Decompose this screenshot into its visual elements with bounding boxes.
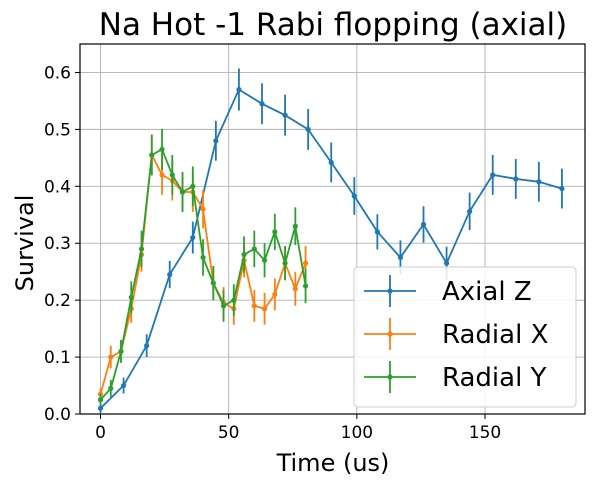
series-layer — [97, 68, 565, 413]
data-point — [200, 254, 206, 261]
data-point — [261, 257, 268, 263]
data-point — [200, 206, 206, 212]
y-tick-label: 0.3 — [44, 234, 71, 254]
legend-label: Radial X — [442, 320, 548, 350]
data-point — [261, 306, 268, 312]
data-point — [138, 246, 145, 252]
data-point — [292, 286, 298, 292]
y-tick-label: 0.0 — [44, 405, 71, 425]
data-point — [305, 126, 311, 132]
y-tick-label: 0.6 — [44, 63, 71, 83]
y-axis-title: Survival — [11, 195, 39, 292]
data-point — [443, 260, 450, 266]
y-tick-label: 0.1 — [44, 348, 71, 368]
x-tick-label: 50 — [218, 423, 240, 443]
legend-item: Radial Y — [364, 361, 547, 393]
data-point — [179, 189, 186, 195]
data-point — [159, 172, 165, 178]
data-point — [231, 297, 237, 303]
data-point — [272, 229, 278, 235]
grid-lines — [80, 44, 585, 415]
legend-marker — [387, 331, 393, 337]
data-point — [513, 176, 519, 182]
x-tick-label: 0 — [95, 423, 106, 443]
data-point — [108, 385, 114, 391]
data-point — [144, 343, 150, 349]
data-point — [251, 303, 257, 309]
data-point — [259, 101, 265, 107]
data-point — [169, 172, 175, 178]
chart-title: Na Hot -1 Rabi flopping (axial) — [99, 7, 567, 43]
data-point — [467, 208, 473, 214]
legend-marker — [387, 374, 393, 380]
data-point — [149, 152, 155, 158]
data-point — [302, 260, 309, 266]
data-point — [351, 193, 357, 199]
data-point — [241, 252, 247, 258]
y-tick-label: 0.4 — [44, 177, 71, 197]
y-tick-label: 0.2 — [44, 291, 71, 311]
data-point — [118, 348, 124, 354]
plot-frame — [79, 43, 586, 415]
legend-marker — [387, 288, 393, 294]
legend-label: Axial Z — [442, 277, 532, 307]
data-point — [128, 294, 134, 300]
series-radial-y — [97, 128, 309, 406]
data-point — [210, 280, 216, 286]
data-point — [559, 185, 565, 192]
y-tick-label: 0.5 — [44, 120, 71, 140]
data-point — [220, 303, 227, 309]
legend-item: Radial X — [364, 318, 548, 350]
x-axis-title: Time (us) — [276, 449, 390, 477]
data-point — [374, 229, 380, 235]
data-point — [108, 354, 114, 360]
axis-ticks: 0 50 100 150 0.0 0.1 0.2 0.3 0.4 0.5 0.6 — [44, 63, 501, 443]
data-point — [420, 221, 427, 228]
data-point — [490, 172, 496, 178]
data-point — [251, 246, 257, 252]
data-point — [272, 291, 278, 298]
data-point — [167, 271, 173, 278]
data-point — [213, 138, 219, 144]
legend-item: Axial Z — [364, 275, 532, 307]
data-point — [190, 234, 196, 241]
data-point — [397, 254, 404, 261]
data-point — [190, 183, 196, 189]
legend-label: Radial Y — [442, 363, 547, 393]
data-point — [282, 260, 288, 266]
data-point — [292, 223, 298, 229]
data-point — [328, 159, 334, 165]
data-point — [536, 179, 542, 185]
data-point — [159, 146, 165, 152]
data-point — [120, 382, 127, 389]
data-point — [97, 405, 104, 411]
data-point — [282, 112, 288, 118]
data-point — [302, 283, 309, 289]
legend-box — [353, 266, 577, 408]
x-tick-label: 150 — [469, 423, 501, 443]
legend: Axial Z Radial X Radial Y — [353, 266, 577, 408]
data-point — [97, 397, 104, 403]
x-tick-label: 100 — [341, 423, 373, 443]
data-point — [236, 86, 242, 93]
